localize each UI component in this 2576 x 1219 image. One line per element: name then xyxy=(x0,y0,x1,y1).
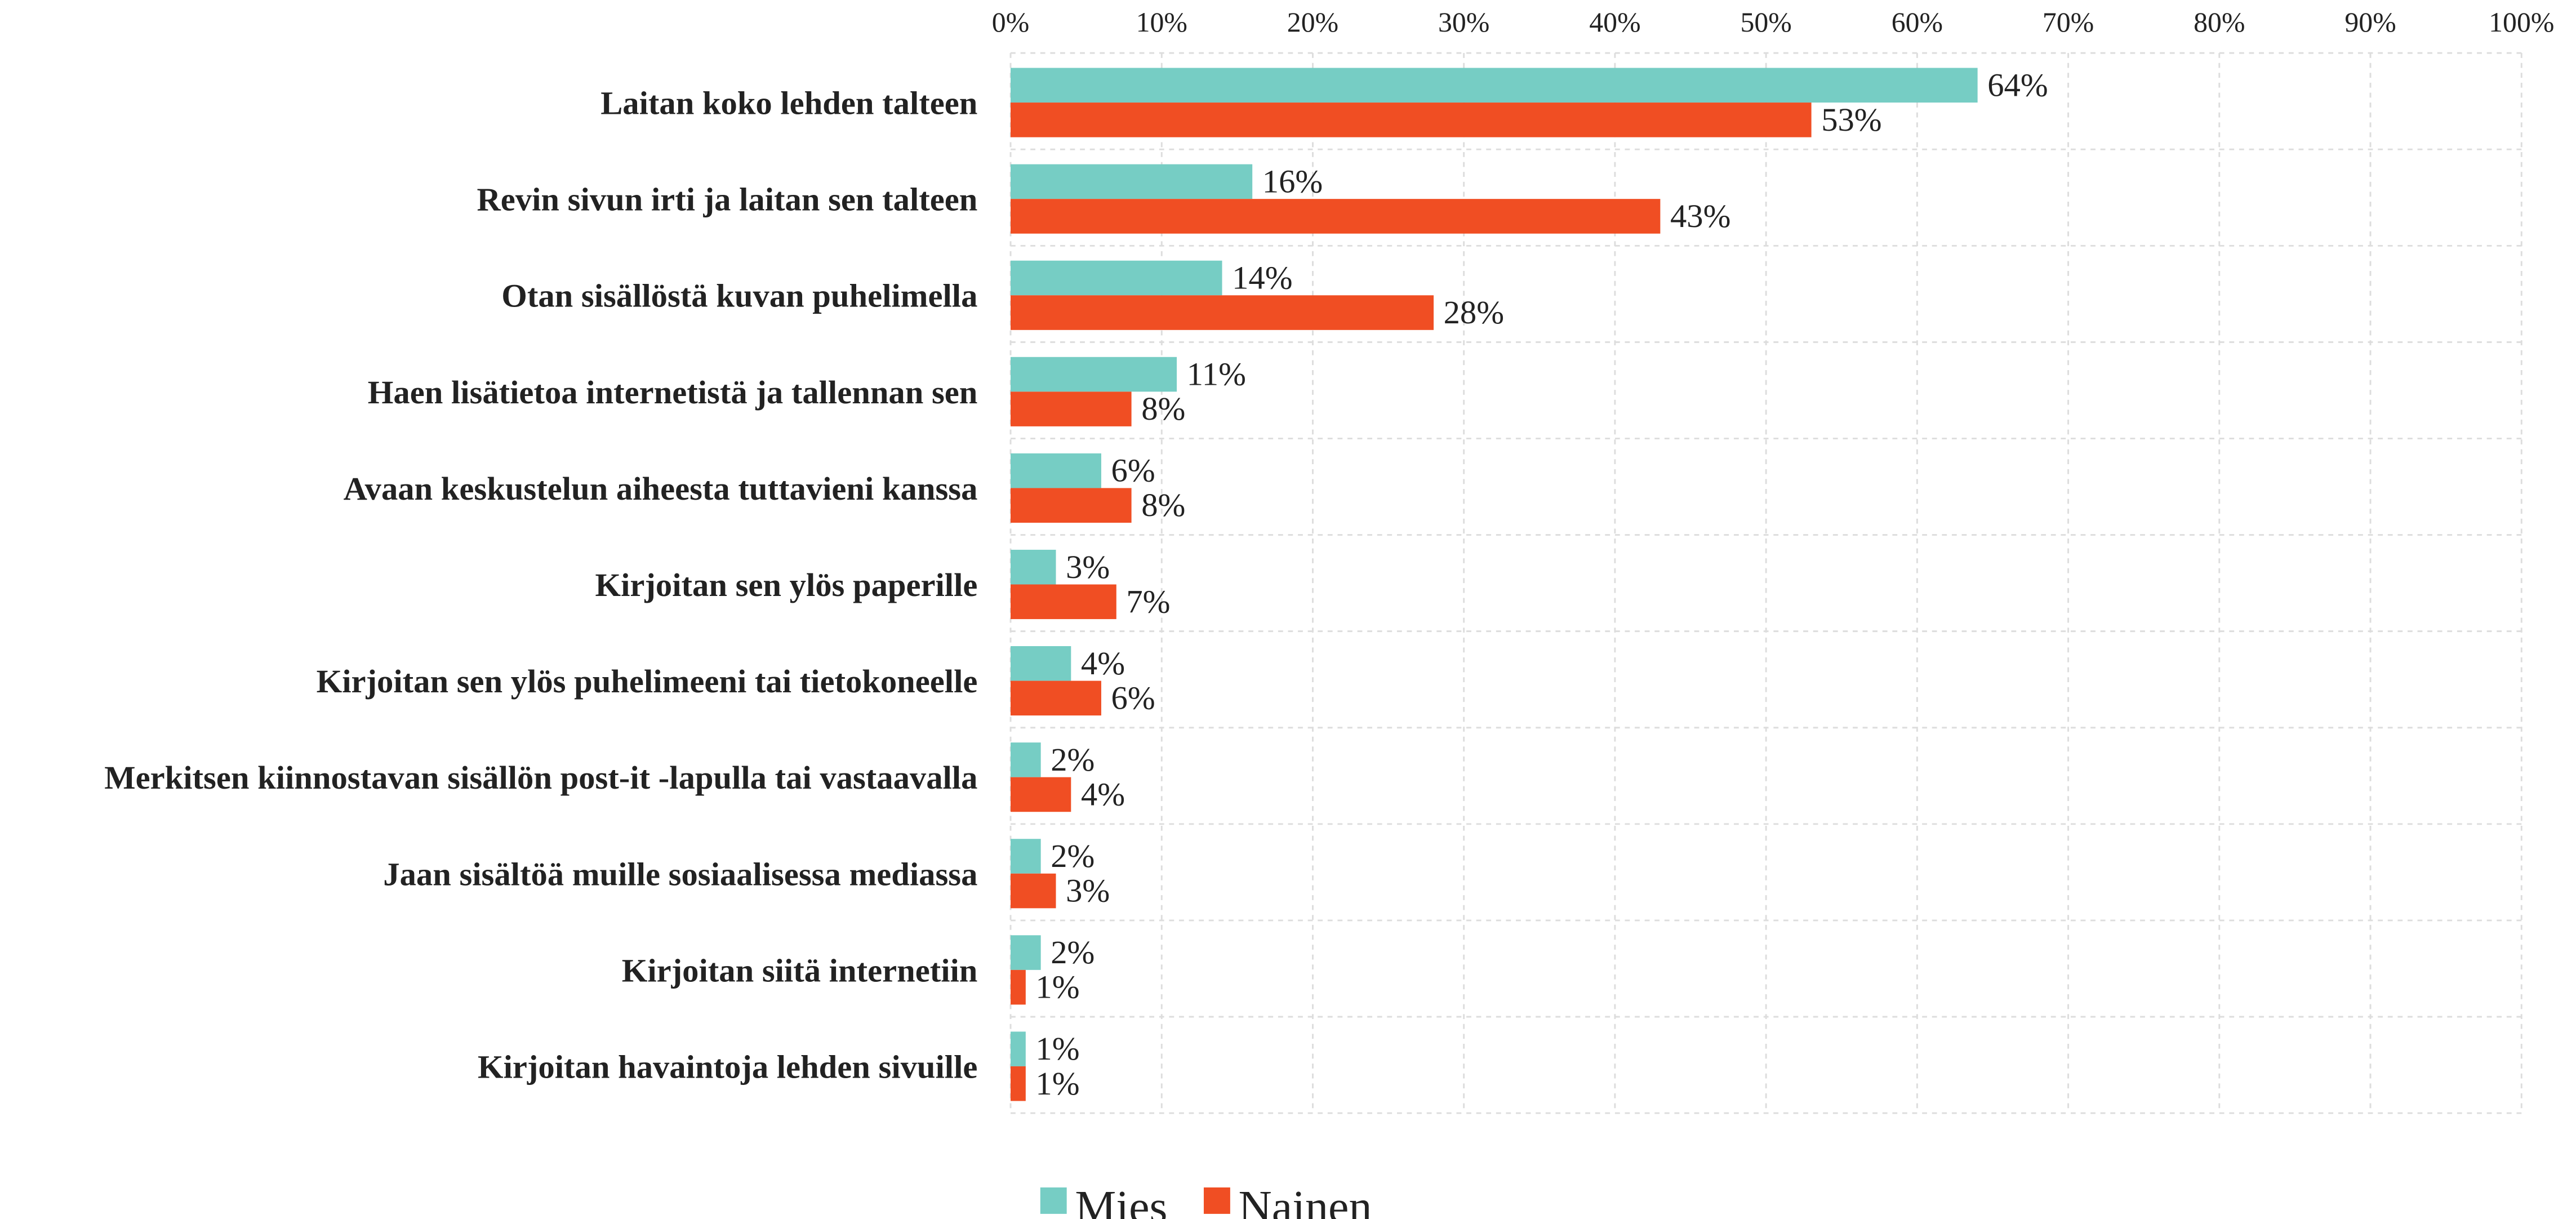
bar xyxy=(1011,391,1132,426)
bar xyxy=(1011,969,1026,1005)
category-label: Avaan keskustelun aiheesta tuttavieni ka… xyxy=(344,470,978,507)
x-tick-label: 50% xyxy=(1740,7,1791,38)
value-label: 2% xyxy=(1051,838,1095,874)
legend-swatch xyxy=(1040,1187,1067,1214)
bar xyxy=(1011,488,1132,523)
x-tick-label: 0% xyxy=(992,7,1029,38)
value-label: 1% xyxy=(1035,1030,1079,1067)
value-label: 16% xyxy=(1262,163,1323,199)
bar xyxy=(1011,646,1071,681)
value-label: 1% xyxy=(1035,1065,1079,1102)
bar xyxy=(1011,199,1661,234)
category-label: Kirjoitan havaintoja lehden sivuille xyxy=(478,1048,977,1085)
x-tick-label: 30% xyxy=(1438,7,1489,38)
x-tick-label: 100% xyxy=(2489,7,2554,38)
x-tick-label: 90% xyxy=(2344,7,2396,38)
bar xyxy=(1011,295,1434,330)
x-tick-label: 10% xyxy=(1136,7,1187,38)
bar xyxy=(1011,103,1812,137)
value-label: 14% xyxy=(1232,260,1292,296)
bar xyxy=(1011,68,1978,103)
value-label: 53% xyxy=(1821,101,1881,138)
category-label: Haen lisätietoa internetistä ja tallenna… xyxy=(368,374,978,411)
value-label: 4% xyxy=(1081,776,1125,813)
bar xyxy=(1011,584,1116,620)
bar xyxy=(1011,1066,1026,1101)
category-label: Laitan koko lehden talteen xyxy=(600,85,977,122)
value-label: 4% xyxy=(1081,645,1125,682)
value-label: 8% xyxy=(1141,487,1185,523)
legend-swatch xyxy=(1203,1187,1230,1214)
bar xyxy=(1011,1031,1026,1066)
bar xyxy=(1011,839,1041,874)
value-label: 6% xyxy=(1111,679,1155,716)
legend-label: Nainen xyxy=(1239,1181,1372,1219)
bar xyxy=(1011,357,1177,392)
x-tick-label: 20% xyxy=(1287,7,1338,38)
category-label: Kirjoitan sen ylös paperille xyxy=(595,567,978,603)
value-label: 11% xyxy=(1187,356,1246,393)
value-label: 3% xyxy=(1066,873,1110,909)
bar xyxy=(1011,260,1222,296)
category-label: Kirjoitan sen ylös puhelimeeni tai tieto… xyxy=(317,663,978,700)
bar xyxy=(1011,935,1041,970)
category-label: Otan sisällöstä kuvan puhelimella xyxy=(501,278,977,314)
x-tick-label: 40% xyxy=(1589,7,1640,38)
value-label: 3% xyxy=(1066,549,1110,585)
bar xyxy=(1011,742,1041,777)
legend-label: Mies xyxy=(1075,1181,1167,1219)
bar xyxy=(1011,164,1253,199)
value-label: 8% xyxy=(1141,390,1185,427)
bar xyxy=(1011,873,1056,909)
bar xyxy=(1011,549,1056,585)
category-label: Jaan sisältöä muille sosiaalisessa media… xyxy=(383,856,977,892)
x-tick-label: 70% xyxy=(2043,7,2094,38)
category-label: Merkitsen kiinnostavan sisällön post-it … xyxy=(104,759,977,796)
bar xyxy=(1011,680,1101,716)
bar xyxy=(1011,777,1071,812)
value-label: 2% xyxy=(1051,741,1095,778)
value-label: 43% xyxy=(1670,198,1730,234)
bar xyxy=(1011,453,1101,488)
value-label: 6% xyxy=(1111,452,1155,489)
category-label: Kirjoitan siitä internetiin xyxy=(622,952,978,989)
value-label: 1% xyxy=(1035,969,1079,1006)
x-tick-label: 60% xyxy=(1892,7,1943,38)
category-label: Revin sivun irti ja laitan sen talteen xyxy=(477,181,977,218)
value-label: 7% xyxy=(1126,583,1170,620)
x-tick-label: 80% xyxy=(2194,7,2245,38)
value-label: 2% xyxy=(1051,934,1095,971)
value-label: 28% xyxy=(1444,294,1504,331)
value-label: 64% xyxy=(1987,66,2048,103)
